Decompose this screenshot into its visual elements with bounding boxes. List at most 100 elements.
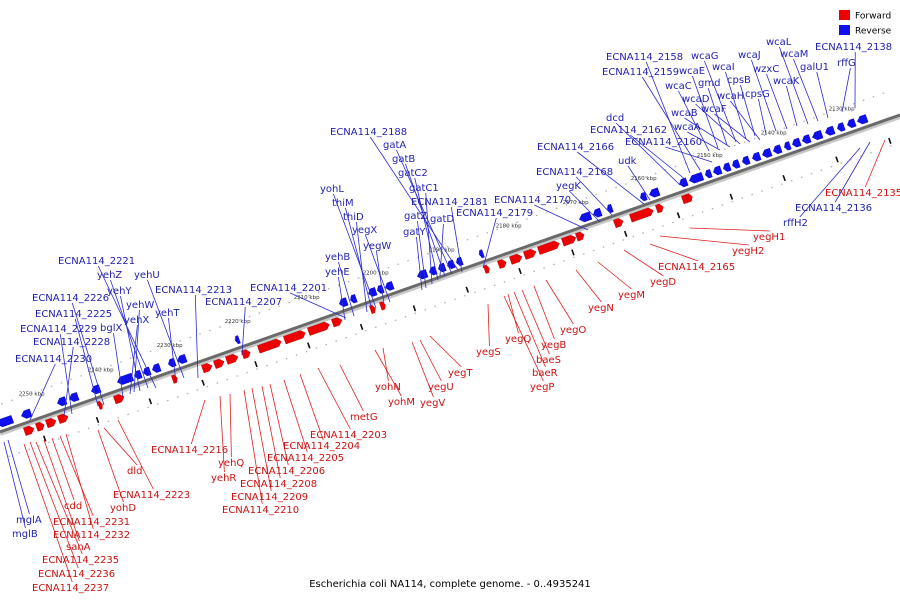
gene-label: metG	[350, 412, 378, 423]
gene-label: gatB	[392, 154, 415, 165]
reverse-gene	[69, 392, 80, 402]
tick-label: 2200 kbp	[363, 271, 389, 277]
gene-label: yehR	[211, 473, 236, 484]
leader-line	[59, 435, 94, 517]
gene-label: yegH2	[732, 246, 764, 257]
gene-arrows	[0, 114, 869, 436]
gene-label: mglB	[12, 529, 38, 540]
minor-tick	[465, 286, 470, 293]
leader-line	[429, 335, 462, 368]
leader-line	[645, 61, 691, 174]
gene-label: gatZ	[404, 211, 427, 222]
legend-reverse-swatch	[839, 25, 850, 35]
gene-label: yegN	[588, 303, 614, 314]
leader-line	[65, 433, 94, 530]
leader-line	[63, 346, 74, 417]
leader-line	[317, 367, 351, 430]
leader-line	[569, 190, 601, 223]
gene-label: dcd	[606, 113, 624, 124]
tick-label: 2210 kbp	[294, 295, 320, 301]
forward-gene	[45, 418, 57, 429]
gene-label: yohN	[375, 382, 401, 393]
gene-label: ECNA114_2208	[240, 479, 317, 490]
gene-label: ECNA114_2223	[113, 490, 190, 501]
gene-label: yegX	[352, 225, 377, 236]
leader-line	[766, 73, 788, 130]
gene-label: ECNA114_2203	[310, 430, 387, 441]
leader-line	[345, 207, 373, 311]
gene-label: ECNA114_2232	[53, 530, 130, 541]
gene-label: yegS	[476, 347, 501, 358]
reverse-gene	[825, 125, 836, 136]
tick-label: 2150 kbp	[697, 153, 723, 159]
gene-label: ECNA114_2210	[222, 505, 299, 516]
leader-line	[133, 309, 140, 393]
gene-label: ECNA114_2216	[151, 445, 228, 456]
gene-label: cdd	[64, 501, 82, 512]
leader-line	[365, 234, 391, 303]
reverse-gene	[168, 357, 177, 368]
leader-line	[251, 387, 272, 492]
minor-tick	[623, 230, 628, 237]
leader-line	[417, 220, 427, 289]
forward-gene	[213, 358, 225, 369]
leader-line	[113, 332, 124, 398]
leader-line	[339, 364, 364, 412]
leader-line	[299, 373, 324, 441]
gene-label: wcaE	[679, 66, 705, 77]
gene-label: mglA	[16, 515, 42, 526]
minor-tick	[835, 156, 839, 163]
forward-gene	[483, 264, 490, 274]
leader-line	[338, 276, 346, 321]
reverse-gene	[705, 169, 713, 179]
leader-line	[665, 146, 713, 163]
forward-gene	[201, 363, 213, 374]
reverse-gene	[689, 172, 705, 184]
gene-label: ECNA114_2168	[536, 167, 613, 178]
leader-line	[799, 147, 861, 218]
reverse-gene	[762, 147, 773, 158]
leader-line	[283, 379, 308, 453]
reverse-gene	[607, 203, 614, 213]
gene-label: yegH1	[753, 232, 785, 243]
minor-tick	[254, 361, 258, 368]
reverse-gene	[742, 155, 751, 166]
forward-gene	[369, 304, 376, 314]
reverse-gene	[713, 165, 723, 176]
leader-line	[786, 85, 798, 127]
leader-line	[793, 58, 819, 122]
gene-label: ECNA114_2138	[815, 42, 892, 53]
leader-line	[129, 324, 138, 395]
leader-line	[577, 151, 645, 205]
reverse-gene	[752, 151, 762, 162]
leader-line	[190, 399, 206, 445]
gene-label: wcaI	[712, 62, 735, 73]
leader-line	[243, 389, 263, 505]
leader-line	[110, 279, 149, 389]
forward-gene	[225, 354, 239, 365]
gene-label: yehZ	[97, 270, 122, 281]
reverse-gene	[385, 281, 395, 291]
reverse-gene	[579, 211, 593, 223]
minor-tick	[95, 416, 100, 424]
leader-line	[450, 206, 463, 273]
gene-label: ECNA114_2231	[53, 517, 130, 528]
gene-label: cpsG	[745, 89, 770, 100]
gene-label: ECNA114_2213	[155, 285, 232, 296]
gene-label: yehQ	[218, 458, 244, 469]
leader-line	[758, 98, 767, 135]
minor-tick	[571, 249, 575, 256]
gene-label: gatC2	[398, 168, 428, 179]
gene-label: ECNA114_2209	[231, 492, 308, 503]
leader-line	[615, 122, 681, 186]
leader-line	[630, 134, 687, 181]
gene-label: yegO	[560, 325, 586, 336]
label-leader-lines	[3, 46, 886, 583]
leader-line	[689, 227, 770, 232]
forward-gene	[685, 193, 693, 203]
forward-gene	[331, 317, 343, 328]
leader-line	[23, 443, 73, 583]
tick-label: 2130 kbp	[829, 106, 855, 112]
minor-tick	[888, 137, 892, 144]
gene-label: ECNA114_2166	[537, 142, 614, 153]
